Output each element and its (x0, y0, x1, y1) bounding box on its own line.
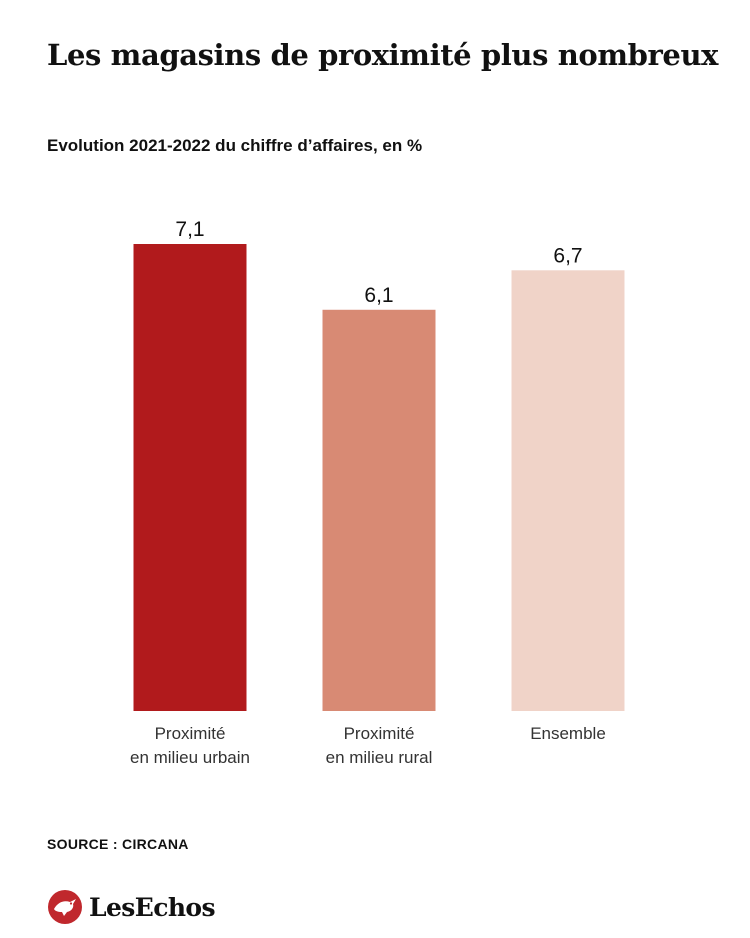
bar-value-label-3: 6,7 (553, 244, 582, 267)
category-label-2-line-1: Proximité (344, 724, 415, 743)
bar-chart: 7,1 Proximité en milieu urbain 6,1 Proximité… (130, 218, 625, 767)
category-label-3-line-1: Ensemble (530, 724, 606, 743)
bar-2 (322, 309, 436, 711)
bar-1 (133, 244, 247, 711)
bar-3 (511, 270, 625, 711)
les-echos-bird-icon (48, 890, 82, 924)
brand-logo: LesEchos (47, 887, 216, 927)
category-label-2-line-2: en milieu rural (326, 748, 433, 767)
chart-subtitle: Evolution 2021-2022 du chiffre d’affaire… (47, 136, 423, 155)
chart-title: Les magasins de proximité plus nombreux (47, 38, 719, 72)
bar-value-label-1: 7,1 (175, 218, 204, 241)
brand-name: LesEchos (89, 892, 216, 922)
category-label-1-line-1: Proximité (155, 724, 226, 743)
bar-value-label-2: 6,1 (364, 284, 393, 307)
source-note: SOURCE : CIRCANA (47, 836, 189, 852)
category-label-1-line-2: en milieu urbain (130, 748, 250, 767)
